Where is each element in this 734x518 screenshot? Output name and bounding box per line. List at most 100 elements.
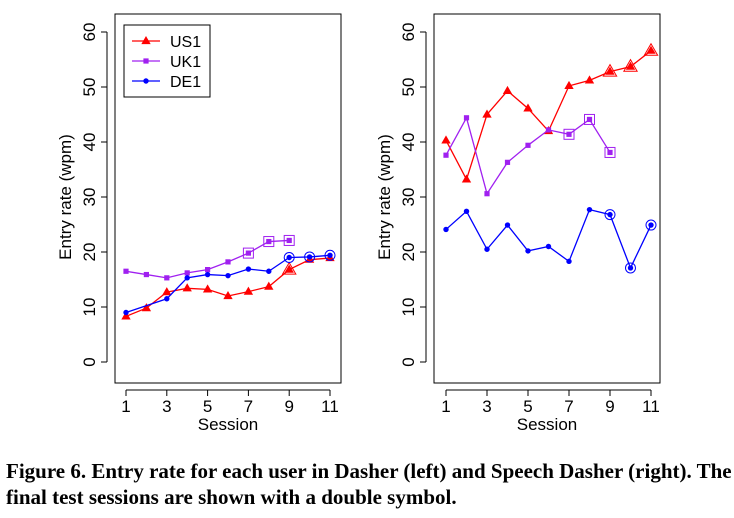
x-axis-label: Session bbox=[517, 415, 577, 434]
data-point-de1 bbox=[566, 258, 572, 265]
y-tick-label: 30 bbox=[399, 188, 418, 207]
data-point-uk1 bbox=[607, 149, 613, 156]
data-point-de1 bbox=[504, 222, 511, 228]
data-point-uk1 bbox=[463, 115, 470, 121]
data-point-us1 bbox=[564, 80, 574, 89]
legend: US1 UK1 DE1 bbox=[123, 24, 211, 98]
figure-caption: Figure 6. Entry rate for each user in Da… bbox=[6, 459, 732, 509]
y-tick-label: 0 bbox=[80, 357, 99, 366]
data-point-uk1 bbox=[525, 142, 531, 148]
data-point-uk1 bbox=[225, 259, 231, 265]
series-line-us1 bbox=[445, 50, 652, 182]
x-tick-label: 5 bbox=[523, 397, 532, 416]
data-point-us1 bbox=[243, 286, 254, 295]
data-point-uk1 bbox=[266, 238, 272, 245]
chart-right-speech-dasher: 1 3 5 7 9 11 Session 0 10 20 30 40 50 60 Entry rate (w… bbox=[375, 13, 661, 434]
data-point-us1 bbox=[523, 103, 533, 112]
data-point-de1 bbox=[648, 222, 654, 228]
data-point-uk1 bbox=[504, 159, 511, 165]
y-tick-label: 60 bbox=[80, 23, 99, 42]
x-axis-label: Session bbox=[198, 415, 258, 434]
y-tick-label: 0 bbox=[399, 357, 418, 366]
data-point-de1 bbox=[286, 254, 292, 261]
data-point-final-us1 bbox=[281, 261, 297, 275]
data-point-final-de1 bbox=[625, 262, 636, 274]
data-point-final-uk1 bbox=[263, 236, 275, 248]
y-tick-label: 50 bbox=[80, 78, 99, 97]
y-axis-label: Entry rate (wpm) bbox=[375, 134, 394, 260]
x-tick-label: 11 bbox=[321, 397, 339, 416]
series-line-de1 bbox=[125, 254, 331, 314]
x-tick-label: 1 bbox=[121, 397, 130, 416]
data-point-us1 bbox=[605, 66, 615, 75]
legend-marker-de1 bbox=[143, 78, 149, 84]
data-point-us1 bbox=[502, 85, 513, 94]
x-tick-label: 9 bbox=[605, 397, 614, 416]
data-point-us1 bbox=[461, 174, 472, 183]
data-point-de1 bbox=[586, 206, 593, 213]
data-point-us1 bbox=[441, 135, 451, 144]
data-point-uk1 bbox=[205, 267, 211, 273]
y-tick-label: 40 bbox=[80, 133, 99, 152]
plot-frame bbox=[433, 13, 661, 384]
x-tick-label: 7 bbox=[244, 397, 253, 416]
data-point-de1 bbox=[225, 272, 231, 279]
data-point-us1 bbox=[264, 281, 274, 290]
data-point-final-us1 bbox=[643, 42, 659, 56]
data-point-uk1 bbox=[566, 131, 572, 137]
data-point-de1 bbox=[184, 275, 190, 281]
data-point-de1 bbox=[525, 248, 531, 254]
data-point-final-de1 bbox=[324, 249, 336, 261]
data-point-final-uk1 bbox=[563, 128, 575, 140]
data-point-final-us1 bbox=[602, 63, 618, 77]
y-tick-label: 60 bbox=[399, 23, 418, 42]
data-point-de1 bbox=[327, 252, 333, 258]
data-point-us1 bbox=[162, 287, 172, 296]
x-tick-label: 1 bbox=[441, 397, 450, 416]
legend-marker-us1 bbox=[141, 35, 151, 45]
data-point-us1 bbox=[284, 264, 294, 273]
y-tick-label: 40 bbox=[399, 133, 418, 152]
series-line-de1 bbox=[445, 208, 652, 270]
x-tick-label: 9 bbox=[284, 397, 293, 416]
data-point-final-uk1 bbox=[604, 146, 616, 158]
data-point-final-uk1 bbox=[242, 247, 254, 259]
data-point-de1 bbox=[123, 309, 129, 316]
y-tick-label: 30 bbox=[80, 188, 99, 207]
plot-frame bbox=[114, 13, 342, 384]
data-point-de1 bbox=[463, 208, 470, 214]
data-point-de1 bbox=[627, 265, 634, 271]
y-tick-label: 10 bbox=[80, 298, 99, 317]
data-point-uk1 bbox=[586, 116, 593, 123]
data-point-final-uk1 bbox=[283, 234, 295, 246]
y-tick-label: 20 bbox=[80, 243, 99, 262]
data-point-us1 bbox=[182, 283, 192, 292]
data-point-us1 bbox=[223, 290, 233, 300]
y-axis-label: Entry rate (wpm) bbox=[56, 134, 75, 260]
data-point-uk1 bbox=[123, 268, 129, 274]
data-point-uk1 bbox=[245, 250, 251, 256]
y-tick-label: 50 bbox=[399, 78, 418, 97]
data-point-uk1 bbox=[184, 270, 190, 276]
data-point-de1 bbox=[607, 211, 613, 218]
data-point-final-de1 bbox=[604, 209, 616, 221]
x-tick-label: 5 bbox=[203, 397, 212, 416]
data-point-final-de1 bbox=[304, 251, 316, 263]
data-point-de1 bbox=[245, 266, 252, 272]
data-point-de1 bbox=[164, 296, 170, 302]
data-point-uk1 bbox=[286, 237, 292, 244]
legend-marker-uk1 bbox=[143, 58, 149, 64]
data-point-us1 bbox=[482, 109, 492, 118]
chart-left-dasher: 1 3 5 7 9 11 Session 0 10 20 30 40 50 60 Entry rate (w… bbox=[56, 13, 342, 434]
legend-label-de1: DE1 bbox=[170, 74, 201, 91]
data-point-de1 bbox=[545, 243, 552, 250]
data-point-de1 bbox=[306, 254, 313, 260]
data-point-uk1 bbox=[484, 191, 490, 197]
data-point-final-de1 bbox=[645, 219, 657, 231]
data-point-uk1 bbox=[164, 275, 170, 281]
x-tick-label: 11 bbox=[642, 397, 660, 416]
data-point-us1 bbox=[202, 284, 213, 293]
data-point-de1 bbox=[204, 271, 211, 278]
data-point-us1 bbox=[121, 311, 131, 320]
